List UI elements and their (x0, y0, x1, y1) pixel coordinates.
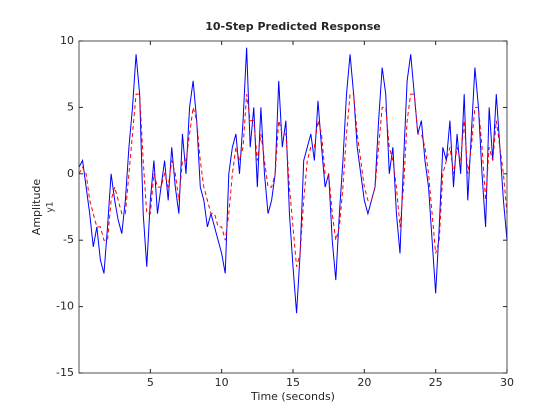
y-tick-label: 10 (60, 34, 74, 47)
y-axis-label: Amplitude (30, 179, 43, 236)
x-tick-label: 30 (500, 376, 514, 389)
x-axis-label: Time (seconds) (250, 390, 335, 403)
chart-title: 10-Step Predicted Response (205, 20, 381, 33)
x-tick-label: 25 (429, 376, 443, 389)
series-line (78, 47, 508, 314)
x-tick-label: 15 (286, 376, 300, 389)
axes-box (78, 40, 508, 374)
series-line (78, 93, 508, 267)
x-tick-label: 20 (357, 376, 371, 389)
y-tick-label: -5 (63, 233, 74, 246)
y-tick-label: -10 (56, 300, 74, 313)
y-tick-label: 0 (67, 167, 74, 180)
y-tick-label: 5 (67, 100, 74, 113)
x-tick-label: 10 (215, 376, 229, 389)
y-tick-label: -15 (56, 366, 74, 379)
x-tick-label: 5 (147, 376, 154, 389)
channel-label: y1 (46, 201, 56, 212)
